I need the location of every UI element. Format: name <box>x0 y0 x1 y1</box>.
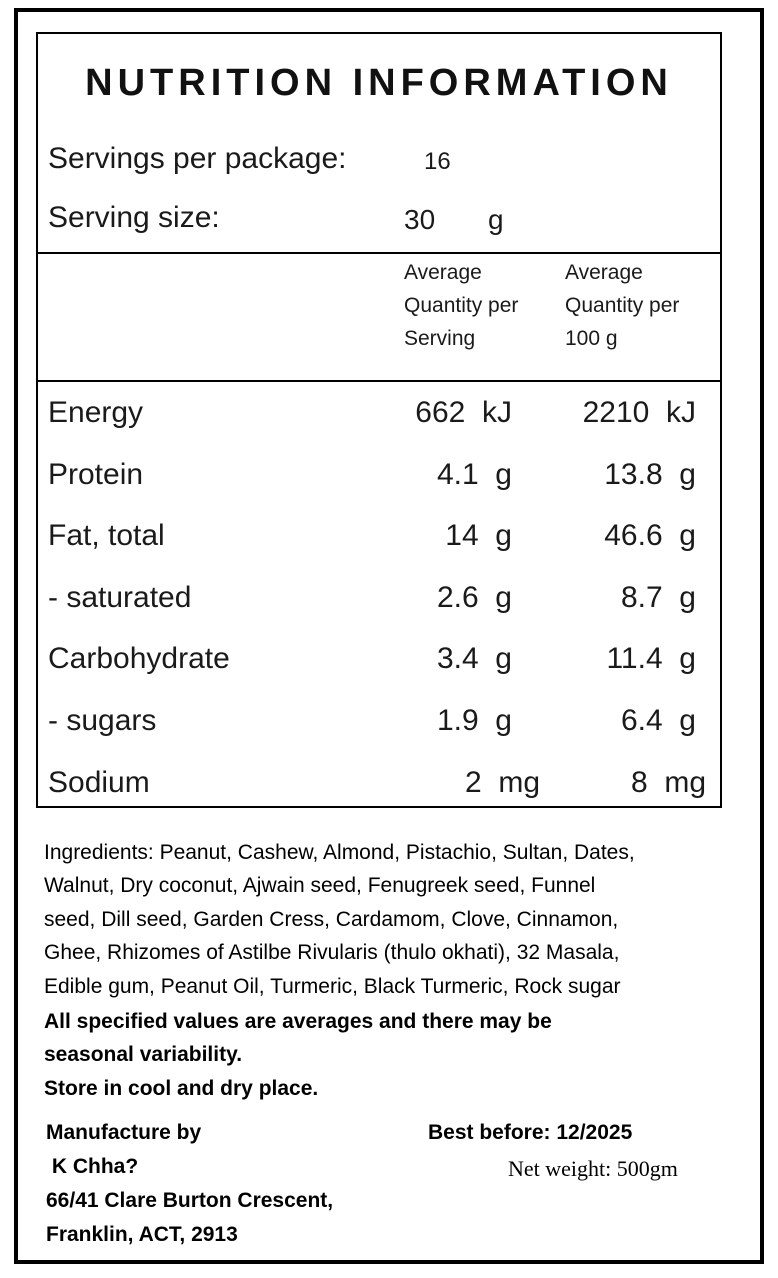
column-header-per-100g: Average Quantity per 100 g <box>565 256 679 355</box>
serving-size-unit: g <box>488 204 504 235</box>
divider-header <box>38 380 720 382</box>
per-100g-value: 8.7 g <box>620 581 696 614</box>
per-100g-value: 13.8 g <box>604 458 696 491</box>
storage-notes: All specified values are averages and th… <box>44 1005 744 1105</box>
nutrient-row-carbohydrate: Carbohydrate 3.4 g 11.4 g <box>38 642 720 704</box>
per-100g-value: 2210 kJ <box>582 396 696 429</box>
serving-size-label: Serving size: <box>48 201 220 234</box>
net-weight: Net weight: 500gm <box>508 1156 678 1181</box>
nutrient-row-energy: Energy 662 kJ 2210 kJ <box>38 396 720 458</box>
ingredients-line: seed, Dill seed, Garden Cress, Cardamom,… <box>44 907 619 931</box>
nutrient-name: Energy <box>48 396 144 429</box>
per-serving-value: 2 mg <box>464 766 540 799</box>
column-header-line: Quantity per <box>565 294 680 317</box>
manufacturer-line: Manufacture by <box>46 1121 202 1144</box>
per-serving-value: 14 g <box>445 519 512 552</box>
servings-value: 16 <box>424 148 451 175</box>
note-line: Store in cool and dry place. <box>44 1076 319 1100</box>
best-before: Best before: 12/2025 <box>428 1121 633 1144</box>
per-100g-value: 6.4 g <box>620 704 696 737</box>
manufacturer-line: K Chha? <box>46 1155 139 1178</box>
nutrient-row-sodium: Sodium 2 mg 8 mg <box>38 766 720 828</box>
nutrient-name: Sodium <box>48 766 150 799</box>
note-line: seasonal variability. <box>44 1043 243 1067</box>
per-serving-value: 1.9 g <box>436 704 512 737</box>
per-100g-value: 11.4 g <box>606 642 696 675</box>
servings-label: Servings per package: <box>48 142 347 175</box>
nutrient-name: Protein <box>48 458 144 491</box>
nutrient-row-fat-total: Fat, total 14 g 46.6 g <box>38 519 720 581</box>
manufacturer-line: 66/41 Clare Burton Crescent, <box>46 1189 334 1212</box>
nutrition-panel: NUTRITION INFORMATION Servings per packa… <box>36 32 722 808</box>
per-serving-value: 3.4 g <box>436 642 512 675</box>
nutrient-row-protein: Protein 4.1 g 13.8 g <box>38 458 720 520</box>
nutrient-row-sugars: - sugars 1.9 g 6.4 g <box>38 704 720 766</box>
column-header-line: Average <box>404 261 482 284</box>
per-100g-value: 46.6 g <box>604 519 696 552</box>
per-serving-value: 2.6 g <box>436 581 512 614</box>
ingredients-line: Ingredients: Peanut, Cashew, Almond, Pis… <box>44 841 635 864</box>
ingredients-line: Edible gum, Peanut Oil, Turmeric, Black … <box>44 974 621 998</box>
column-header-line: Average <box>565 261 643 284</box>
nutrient-name: Carbohydrate <box>48 642 230 675</box>
manufacturer-block: Manufacture by K Chha? 66/41 Clare Burto… <box>46 1116 333 1252</box>
per-serving-value: 662 kJ <box>415 396 512 429</box>
nutrient-name: - saturated <box>48 581 192 614</box>
column-header-line: 100 g <box>565 327 618 350</box>
column-header-line: Quantity per <box>404 294 519 317</box>
panel-title: NUTRITION INFORMATION <box>85 62 673 104</box>
serving-size-value: 30 <box>404 204 436 235</box>
divider-top <box>38 252 720 254</box>
per-100g-value: 8 mg <box>630 766 706 799</box>
column-header-per-serving: Average Quantity per Serving <box>404 256 518 355</box>
label-border <box>14 8 764 1264</box>
column-header-line: Serving <box>404 327 476 350</box>
ingredients-line: Ghee, Rhizomes of Astilbe Rivularis (thu… <box>44 941 620 965</box>
nutrient-row-saturated: - saturated 2.6 g 8.7 g <box>38 581 720 643</box>
nutrient-name: - sugars <box>48 704 157 737</box>
per-serving-value: 4.1 g <box>436 458 512 491</box>
manufacturer-line: Franklin, ACT, 2913 <box>46 1223 238 1246</box>
ingredients-text: Ingredients: Peanut, Cashew, Almond, Pis… <box>44 836 744 1003</box>
nutrient-name: Fat, total <box>48 519 165 552</box>
note-line: All specified values are averages and th… <box>44 1010 552 1033</box>
ingredients-line: Walnut, Dry coconut, Ajwain seed, Fenugr… <box>44 874 596 898</box>
